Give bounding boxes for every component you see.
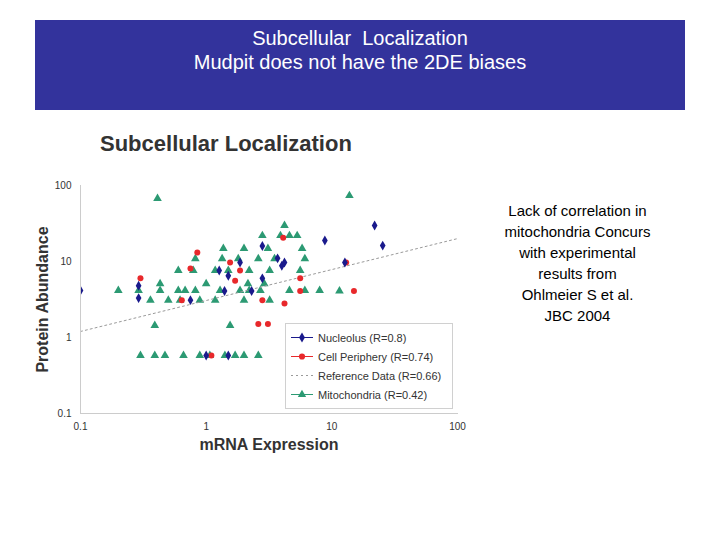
svg-text:0.1: 0.1: [58, 408, 72, 419]
svg-text:Mitochondria (R=0.42): Mitochondria (R=0.42): [318, 389, 427, 401]
svg-text:mRNA Expression: mRNA Expression: [200, 436, 339, 453]
html-text:results from: results from: [538, 265, 617, 282]
svg-text:1: 1: [66, 332, 72, 343]
svg-text:10: 10: [60, 256, 72, 267]
html-text:Subcellular Localization Mudpi: Subcellular Localization Mudpit does not…: [193, 27, 527, 73]
svg-text:1: 1: [203, 421, 209, 432]
svg-text:10: 10: [326, 421, 338, 432]
svg-text:Cell Periphery (R=0.74): Cell Periphery (R=0.74): [318, 351, 433, 363]
html-text:mitochondria Concurs: mitochondria Concurs: [504, 223, 651, 240]
svg-text:100: 100: [55, 180, 72, 191]
svg-text:Reference Data (R=0.66): Reference Data (R=0.66): [318, 370, 441, 382]
html-text:Lack of correlation in: Lack of correlation in: [508, 202, 647, 219]
svg-text:0.1: 0.1: [74, 421, 88, 432]
html-text:JBC 2004: JBC 2004: [544, 307, 611, 324]
html-text:with experimental: with experimental: [519, 244, 636, 261]
svg-text:Protein Abundance: Protein Abundance: [34, 226, 51, 372]
svg-text:100: 100: [449, 421, 466, 432]
html-text:Ohlmeier S et al.: Ohlmeier S et al.: [521, 286, 634, 303]
svg-text:Nucleolus (R=0.8): Nucleolus (R=0.8): [318, 332, 406, 344]
html-text:Subcellular Localization: Subcellular Localization: [100, 131, 352, 156]
